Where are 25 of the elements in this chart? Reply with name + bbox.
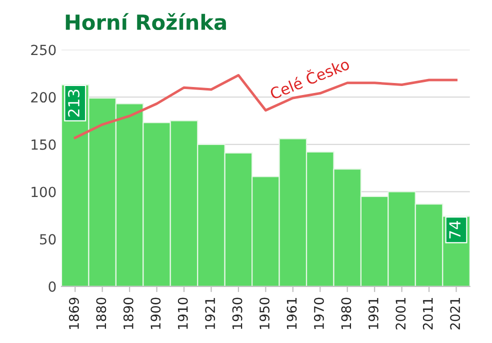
x-tick-label: 2021 [450,298,460,330]
y-tick-label: 250 [31,44,56,56]
x-tick-label: 1869 [68,298,79,329]
x-tick-label: 1950 [260,298,270,329]
x-tick-label: 1890 [123,298,134,329]
x-tick-label: 1961 [286,298,297,329]
y-tick-label: 50 [40,234,56,245]
x-tick-label: 1970 [314,298,324,329]
data-label: 74 [449,220,460,238]
x-tick-label: 2011 [422,298,433,330]
x-tick-label: 1900 [150,298,161,329]
x-tick-label: 1991 [368,298,378,329]
chart-title: Horní Rožínka [66,13,226,30]
x-tick-label: 1980 [341,298,352,329]
x-tick-label: 2001 [396,298,406,330]
text: Celé Česko [268,55,350,100]
y-tick-label: 0 [48,281,56,292]
x-tick-label: 1880 [96,298,106,329]
y-tick-label: 200 [31,92,56,103]
y-tick-label: 150 [32,139,56,150]
x-tick-label: 1921 [205,298,216,329]
x-tick-label: 1930 [232,298,242,329]
y-tick-label: 100 [32,186,56,198]
x-tick-label: 1910 [178,298,188,329]
data-label: 213 [68,90,80,117]
